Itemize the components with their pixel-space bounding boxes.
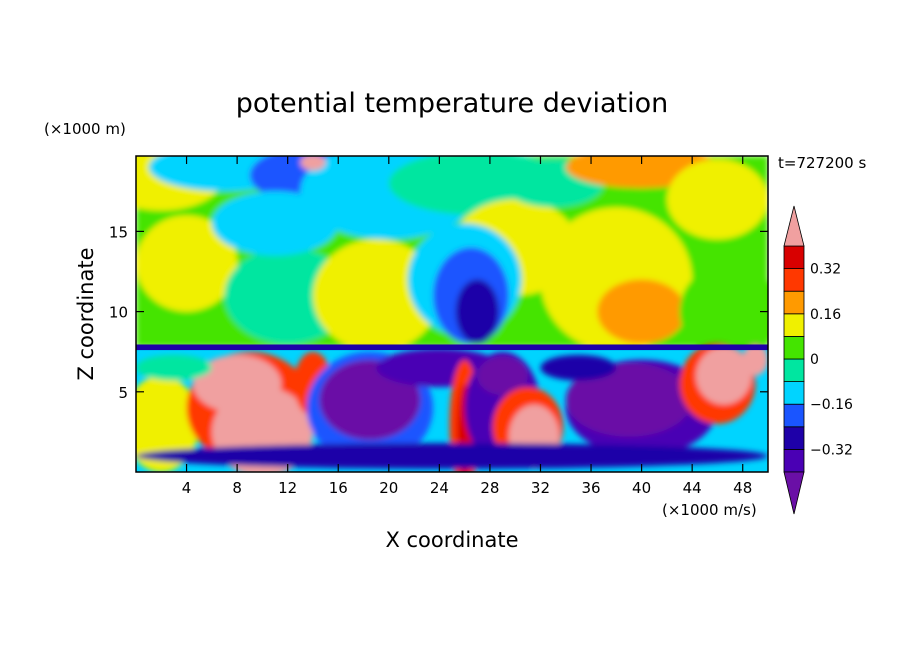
plot-frame bbox=[135, 155, 769, 473]
lower-blob bbox=[565, 362, 693, 437]
x-tick-label: 40 bbox=[632, 479, 651, 497]
lower-layer bbox=[136, 343, 768, 472]
x-tick-label: 28 bbox=[480, 479, 499, 497]
colorbar-label: −0.32 bbox=[810, 442, 853, 458]
colorbar-box bbox=[783, 245, 805, 270]
y-tick-label: 15 bbox=[109, 223, 128, 241]
upper-blob bbox=[455, 279, 499, 344]
x-tick-label: 44 bbox=[683, 479, 702, 497]
x-tick-label: 48 bbox=[733, 479, 752, 497]
colorbar-label: 0 bbox=[810, 352, 819, 368]
x-tick-label: 8 bbox=[232, 479, 242, 497]
colorbar-box bbox=[783, 426, 805, 450]
lower-blob bbox=[136, 354, 212, 381]
colorbar-label: 0.16 bbox=[810, 307, 841, 323]
colorbar-box bbox=[783, 448, 805, 473]
upper-blob bbox=[300, 156, 326, 171]
y-tick-label: 5 bbox=[118, 384, 128, 402]
upper-blob bbox=[666, 159, 768, 240]
x-unit-label: (×1000 m/s) bbox=[662, 501, 757, 519]
colorbar-box bbox=[783, 358, 805, 383]
lower-blob bbox=[477, 356, 528, 396]
contour-field bbox=[136, 156, 768, 472]
upper-blob bbox=[211, 191, 339, 256]
x-axis-label: X coordinate bbox=[385, 528, 518, 552]
upper-blob bbox=[312, 239, 440, 352]
colorbar: 0.32 0.16 0 −0.16 −0.32 bbox=[783, 205, 853, 515]
lower-blob bbox=[136, 375, 200, 472]
time-label: t=727200 s bbox=[778, 154, 866, 172]
x-tick-label: 36 bbox=[581, 479, 600, 497]
colorbar-label: 0.32 bbox=[810, 262, 841, 278]
x-tick-label: 4 bbox=[182, 479, 192, 497]
upper-blob bbox=[136, 215, 238, 312]
lower-blobs bbox=[136, 343, 768, 472]
upper-blobs bbox=[136, 156, 768, 360]
colorbar-box bbox=[783, 313, 805, 337]
lower-blob bbox=[695, 346, 752, 405]
upper-blob bbox=[679, 263, 768, 360]
colorbar-box bbox=[783, 381, 805, 405]
x-tick-label: 24 bbox=[430, 479, 449, 497]
lower-blob bbox=[136, 443, 768, 469]
y-axis: 5 10 15 bbox=[109, 223, 768, 402]
chart-title: potential temperature deviation bbox=[236, 88, 668, 119]
x-tick-label: 12 bbox=[278, 479, 297, 497]
x-tick-label: 32 bbox=[531, 479, 550, 497]
colorbar-bottom-arrow bbox=[783, 471, 805, 515]
colorbar-box bbox=[783, 403, 805, 428]
lower-blob bbox=[742, 343, 768, 376]
colorbar-box bbox=[783, 290, 805, 315]
upper-layer bbox=[136, 156, 768, 360]
colorbar-box bbox=[783, 268, 805, 292]
colorbar-label: −0.16 bbox=[810, 397, 853, 413]
y-axis-label: Z coordinate bbox=[74, 247, 98, 380]
x-axis: 4 8 12 16 20 24 28 32 36 40 44 48 bbox=[182, 156, 752, 497]
x-tick-label: 20 bbox=[379, 479, 398, 497]
upper-blob bbox=[597, 279, 686, 344]
x-tick-label: 16 bbox=[329, 479, 348, 497]
lower-blob bbox=[540, 354, 617, 381]
colorbar-box bbox=[783, 335, 805, 360]
interface-band bbox=[136, 344, 768, 351]
colorbar-top-arrow bbox=[783, 205, 805, 247]
y-tick-label: 10 bbox=[109, 304, 128, 322]
y-unit-label: (×1000 m) bbox=[44, 120, 126, 138]
